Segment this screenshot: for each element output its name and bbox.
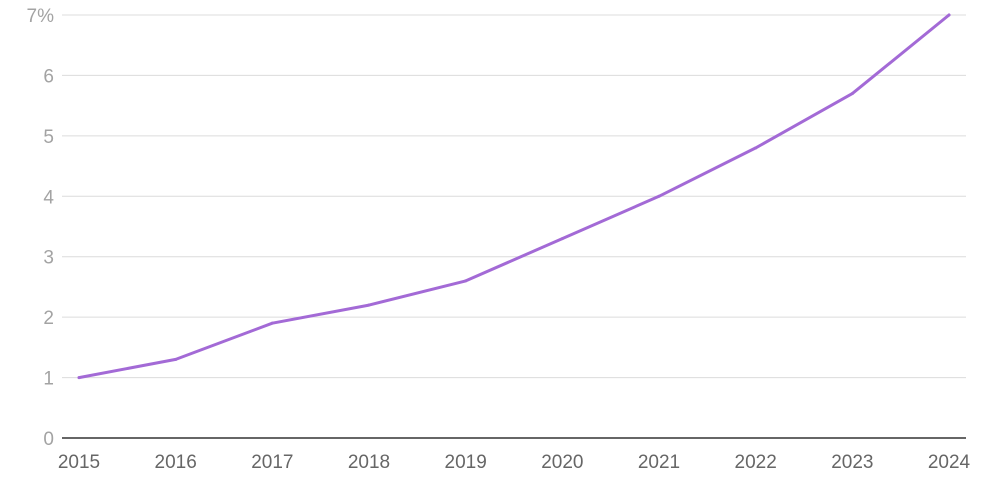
series-layer	[77, 13, 951, 380]
x-tick-label: 2018	[348, 452, 390, 473]
data-point	[947, 13, 951, 17]
data-point	[560, 237, 564, 241]
x-axis-ticks: 2015 2016 2017 2018 2019 2020 2021 2022 2023 2024	[58, 452, 971, 473]
y-tick-label: 2	[43, 308, 54, 329]
x-tick-label: 2024	[928, 452, 971, 473]
x-tick-label: 2016	[155, 452, 197, 473]
y-tick-label: 4	[43, 187, 54, 208]
x-tick-label: 2023	[831, 452, 873, 473]
y-tick-label: 0	[43, 429, 54, 450]
x-tick-label: 2020	[541, 452, 583, 473]
y-axis-ticks: 0 1 2 3 4 5 6 7%	[27, 6, 55, 450]
x-tick-label: 2015	[58, 452, 100, 473]
series-line-0	[77, 13, 951, 380]
x-tick-label: 2019	[445, 452, 487, 473]
grid-layer	[62, 14, 966, 379]
data-point	[657, 194, 661, 198]
data-point	[77, 376, 81, 380]
y-tick-label: 6	[43, 66, 54, 87]
y-tick-label: 1	[43, 369, 54, 390]
data-point	[270, 321, 274, 325]
data-point	[367, 303, 371, 307]
y-tick-label: 3	[43, 248, 54, 269]
x-tick-label: 2022	[735, 452, 777, 473]
data-point	[464, 279, 468, 283]
y-tick-label: 5	[43, 127, 54, 148]
data-point	[754, 146, 758, 150]
data-point	[174, 357, 178, 361]
x-tick-label: 2021	[638, 452, 680, 473]
y-tick-label: 7%	[27, 6, 55, 27]
data-point	[850, 92, 854, 96]
x-tick-label: 2017	[251, 452, 293, 473]
